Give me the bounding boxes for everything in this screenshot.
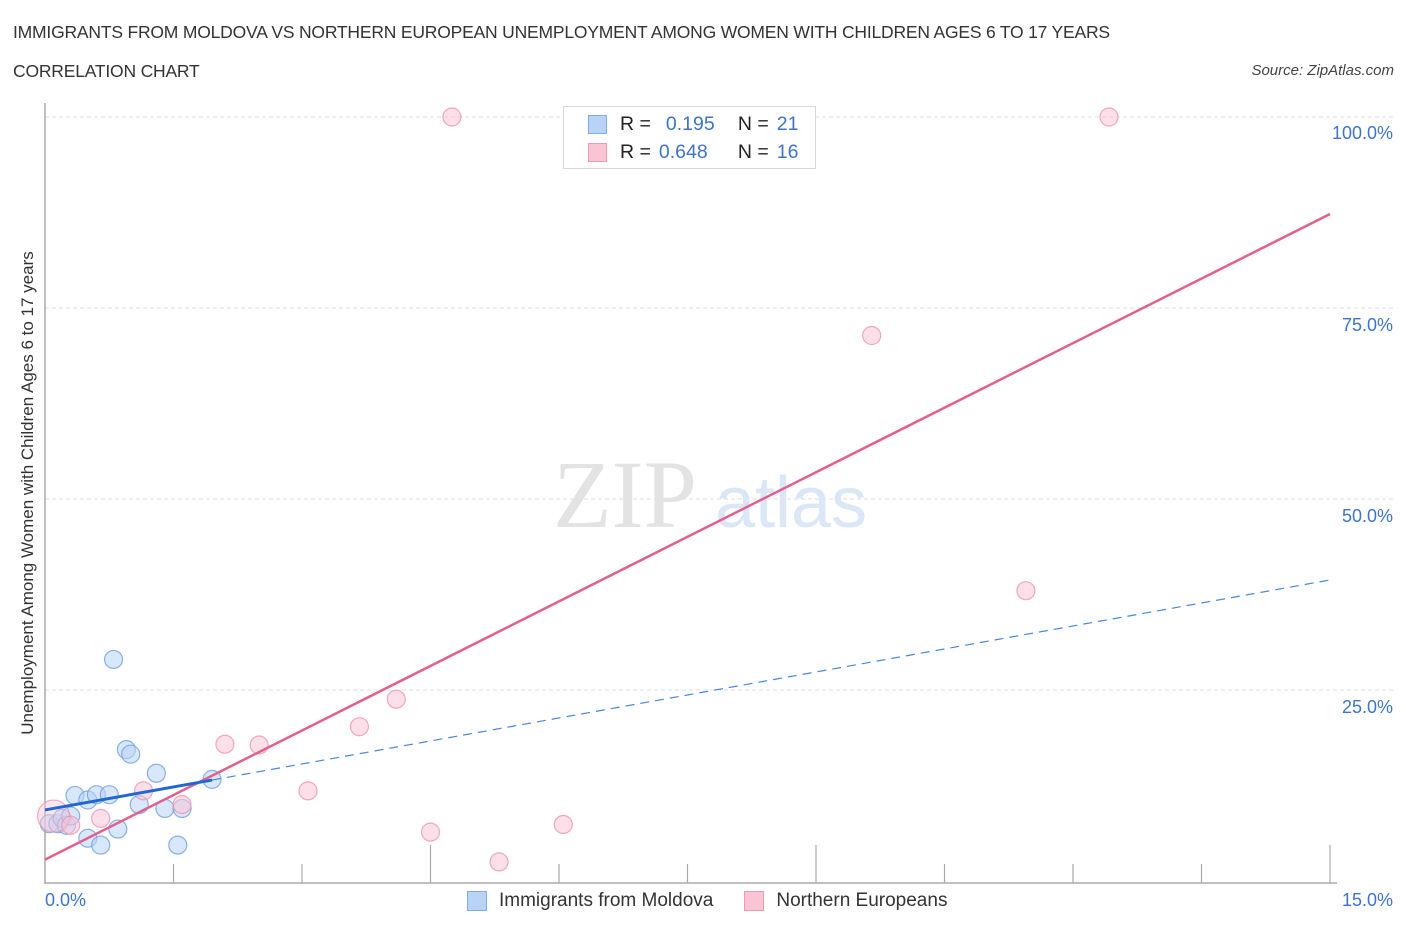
svg-text:ZIP: ZIP bbox=[553, 441, 697, 548]
r-label: R = bbox=[620, 112, 651, 135]
data-point bbox=[91, 835, 111, 855]
data-point bbox=[442, 107, 462, 127]
moldova-trend-extension bbox=[211, 579, 1331, 781]
stats-row-moldova: R = 0.195 N = 21 bbox=[588, 112, 798, 136]
y-axis-label: Unemployment Among Women with Children A… bbox=[18, 251, 37, 735]
data-point bbox=[91, 808, 111, 828]
y-tick-100: 100.0% bbox=[1331, 123, 1393, 143]
data-point bbox=[349, 717, 369, 737]
chart-subtitle: CORRELATION CHART bbox=[13, 61, 200, 81]
n-value: 21 bbox=[776, 112, 799, 135]
data-point bbox=[121, 744, 141, 764]
y-tick-25: 25.0% bbox=[1341, 697, 1393, 717]
northern-europeans-swatch bbox=[588, 142, 607, 162]
data-point bbox=[420, 822, 441, 842]
moldova-swatch bbox=[467, 891, 487, 911]
n-value: 16 bbox=[776, 140, 799, 163]
series-northern-europeans-points bbox=[36, 107, 1119, 872]
x-tick-max: 15.0% bbox=[1341, 890, 1393, 910]
r-value: 0.648 bbox=[658, 140, 708, 163]
moldova-trendline bbox=[44, 778, 213, 812]
watermark: ZIP atlas bbox=[553, 441, 867, 548]
data-point bbox=[103, 649, 124, 670]
data-point bbox=[61, 815, 81, 835]
legend-item-northern-europeans[interactable]: Northern Europeans bbox=[744, 890, 947, 912]
series-legend: Immigrants from Moldova Northern Europea… bbox=[467, 890, 978, 912]
axes bbox=[44, 103, 1337, 884]
r-label: R = bbox=[620, 140, 651, 163]
data-point bbox=[168, 835, 188, 855]
data-point bbox=[1099, 107, 1119, 127]
n-label: N = bbox=[737, 112, 769, 135]
svg-text:atlas: atlas bbox=[715, 463, 867, 543]
chart-title: IMMIGRANTS FROM MOLDOVA VS NORTHERN EURO… bbox=[13, 22, 1110, 42]
data-point bbox=[172, 794, 192, 815]
legend-label: Immigrants from Moldova bbox=[499, 890, 714, 911]
data-point bbox=[553, 814, 573, 835]
y-tick-75: 75.0% bbox=[1341, 315, 1393, 335]
data-point bbox=[489, 852, 509, 872]
gridlines bbox=[45, 116, 1393, 691]
stats-legend: R = 0.195 N = 21 R = 0.648 N = 16 bbox=[563, 106, 816, 169]
northern-europeans-trendline bbox=[44, 212, 1331, 861]
trendlines bbox=[44, 212, 1331, 861]
data-point bbox=[862, 325, 882, 346]
n-label: N = bbox=[737, 140, 769, 163]
source-label: Source: ZipAtlas.com bbox=[1251, 62, 1394, 79]
r-value: 0.195 bbox=[665, 112, 715, 135]
data-point bbox=[215, 734, 235, 754]
data-point bbox=[298, 781, 318, 801]
legend-label: Northern Europeans bbox=[776, 890, 948, 911]
legend-item-moldova[interactable]: Immigrants from Moldova bbox=[467, 890, 713, 912]
x-tick-min: 0.0% bbox=[45, 890, 87, 910]
moldova-swatch bbox=[588, 114, 607, 134]
northern-europeans-swatch bbox=[744, 891, 765, 911]
data-point bbox=[146, 763, 166, 783]
y-tick-50: 50.0% bbox=[1341, 506, 1393, 526]
data-point bbox=[1016, 581, 1036, 601]
stats-row-northern-europeans: R = 0.648 N = 16 bbox=[588, 140, 798, 164]
data-point bbox=[386, 689, 406, 709]
